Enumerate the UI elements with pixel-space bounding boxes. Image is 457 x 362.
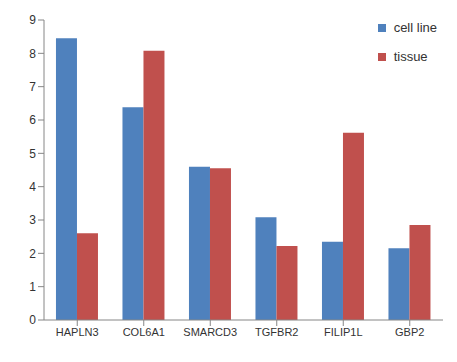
svg-text:8: 8 (29, 47, 36, 61)
svg-text:FILIP1L: FILIP1L (324, 326, 363, 338)
svg-text:COL6A1: COL6A1 (123, 326, 165, 338)
svg-text:0: 0 (29, 313, 36, 327)
svg-text:5: 5 (29, 147, 36, 161)
svg-text:4: 4 (29, 180, 36, 194)
svg-text:SMARCD3: SMARCD3 (183, 326, 237, 338)
svg-text:TGFBR2: TGFBR2 (255, 326, 298, 338)
svg-text:6: 6 (29, 113, 36, 127)
svg-text:9: 9 (29, 13, 36, 27)
html-text:cell line: cell line (393, 20, 437, 35)
svg-text:HAPLN3: HAPLN3 (56, 326, 99, 338)
svg-text:7: 7 (29, 80, 36, 94)
svg-text:2: 2 (29, 247, 36, 261)
svg-text:GBP2: GBP2 (395, 326, 424, 338)
svg-text:1: 1 (29, 280, 36, 294)
html-text:tissue: tissue (393, 49, 428, 64)
svg-text:3: 3 (29, 213, 36, 227)
